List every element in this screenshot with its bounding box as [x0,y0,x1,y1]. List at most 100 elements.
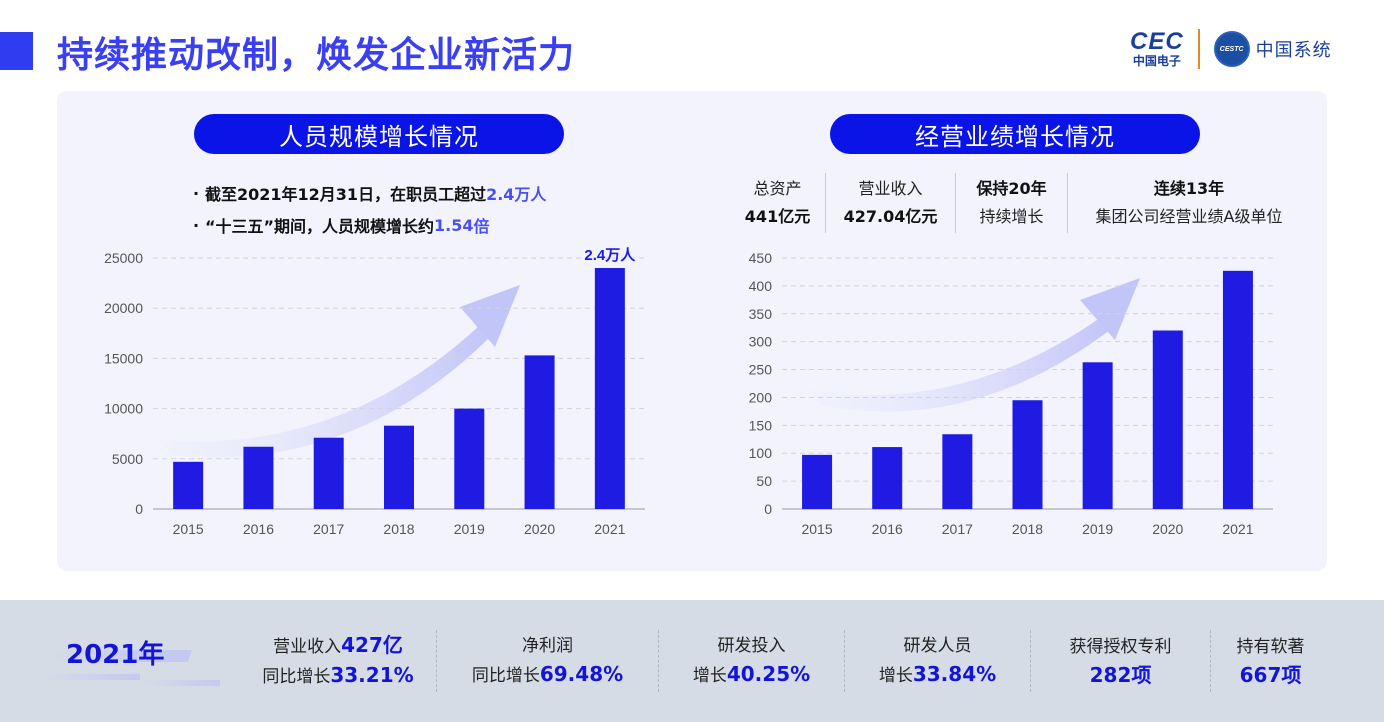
y-tick-label: 450 [749,250,773,266]
kpi-label: 增长 [692,666,727,686]
company-logo: CEC 中国电子 CESTC 中国系统 [1130,24,1332,74]
decorative-stripe [140,680,220,686]
cec-logo: CEC 中国电子 [1130,30,1184,69]
kpi-value: 282项 [1089,663,1152,687]
x-tick-label: 2021 [594,521,625,537]
kpi-software-copyrights: 持有软著 667项 [1210,630,1330,692]
bullet-highlight: 1.54 [434,215,474,235]
revenue-bar-chart: 0 50 100 150 200 250 300 350 400 450 2015 2016 2017 2… [749,250,1273,537]
x-tick-label: 2018 [383,521,414,537]
cestc-logo-name: 中国系统 [1255,40,1332,61]
stat-value: 427.04亿元 [843,207,938,226]
x-tick-label: 2021 [1222,521,1253,537]
bullet-dot-icon: · [193,183,200,203]
bullet-text: “十三五”期间，人员规模增长约 [205,217,435,236]
kpi-rd-staff: 研发人员 增长33.84% [844,630,1030,692]
bar-2017 [313,437,344,509]
kpi-revenue: 营业收入427亿 同比增长33.21% [240,630,436,692]
performance-stats: 总资产 441亿元 营业收入 427.04亿元 保持20年 持续增长 连续13年… [730,173,1310,233]
bar-2020 [524,355,555,509]
stat-label: 持续增长 [979,207,1044,226]
cestc-globe-icon: CESTC [1213,31,1250,67]
y-tick-label: 20000 [104,300,143,316]
x-tick-label: 2020 [1152,521,1183,537]
x-tick-label: 2018 [1012,521,1043,537]
x-tick-label: 2017 [942,521,973,537]
y-tick-label: 250 [749,362,773,378]
y-tick-label: 50 [756,473,772,489]
bar-2021 [594,268,625,509]
y-tick-label: 350 [749,306,773,322]
kpi-value: 40.25% [726,662,811,686]
bar-2016 [872,447,903,509]
kpi-line2: 同比增长33.21% [262,661,413,691]
trend-arrow-head-icon [1080,278,1140,340]
kpi-label: 研发人员 [903,636,972,656]
x-tick-label: 2017 [313,521,344,537]
kpi-label: 净利润 [522,636,573,656]
stat-value: 441亿元 [744,207,811,226]
stat-revenue: 营业收入 427.04亿元 [825,173,955,233]
cec-logo-subtitle: 中国电子 [1132,54,1181,68]
bar-2015 [802,454,833,509]
kpi-label: 获得授权专利 [1069,637,1172,657]
bullet-dot-icon: · [193,215,200,235]
x-tick-label: 2015 [801,521,832,537]
trend-arrow-body [810,318,1110,412]
year-label: 2021年 [66,640,165,670]
y-tick-label: 400 [749,278,773,294]
kpi-line2: 增长40.25% [693,660,810,690]
stat-value: 保持20年 [976,179,1047,198]
x-tick-label: 2019 [454,521,485,537]
y-tick-label: 300 [749,334,773,350]
decorative-stripe [40,674,140,680]
bar-2016 [243,446,274,509]
stat-label: 营业收入 [858,179,923,198]
bar-2018 [1012,400,1043,509]
stat-growth-years: 保持20年 持续增长 [955,173,1067,233]
bullet-text: 截至2021年12月31日，在职员工超过 [205,185,487,204]
x-tick-label: 2019 [1082,521,1113,537]
kpi-value: 427亿 [341,633,403,657]
cestc-logo-text: CESTC [1219,45,1244,53]
section-title-performance: 经营业绩增长情况 [830,114,1200,154]
bullet-suffix: 倍 [473,217,490,236]
x-tick-label: 2020 [524,521,555,537]
y-tick-label: 0 [764,501,772,517]
kpi-patents: 获得授权专利 282项 [1030,630,1210,692]
kpi-net-profit: 净利润 同比增长69.48% [436,630,658,692]
y-tick-label: 10000 [104,401,143,417]
bar-2017 [942,434,973,509]
data-label: 2.4万人 [584,247,636,264]
title-accent-mark [0,32,33,70]
staff-bullets: · 截至2021年12月31日，在职员工超过 2.4万人 · “十三五”期间，人… [193,177,546,241]
kpi-line2: 增长33.84% [879,660,996,690]
kpi-value: 69.48% [539,662,624,686]
stat-a-grade: 连续13年 集团公司经营业绩A级单位 [1067,173,1310,233]
y-tick-label: 100 [749,445,773,461]
bar-2019 [1082,362,1113,509]
bar-2021 [1222,270,1253,509]
y-tick-label: 150 [749,417,773,433]
footer-kpi-bar: 2021年 营业收入427亿 同比增长33.21% 净利润 同比增长69.48%… [0,600,1384,722]
staff-bar-chart: 0 5000 10000 15000 20000 25000 2015 2016 2017 201… [104,247,645,537]
trend-arrow-head-icon [460,285,520,347]
y-tick-label: 15000 [104,350,143,366]
x-tick-label: 2015 [173,521,204,537]
kpi-line1: 营业收入427亿 [273,631,403,661]
kpi-line2: 同比增长69.48% [472,660,623,690]
bullet-item: · 截至2021年12月31日，在职员工超过 2.4万人 [193,177,546,209]
kpi-value: 33.84% [912,662,997,686]
x-tick-label: 2016 [872,521,903,537]
x-tick-label: 2016 [243,521,274,537]
kpi-label: 持有软著 [1236,637,1305,657]
kpi-list: 营业收入427亿 同比增长33.21% 净利润 同比增长69.48% 研发投入 … [240,630,1330,692]
stat-total-assets: 总资产 441亿元 [730,173,825,233]
kpi-label: 研发投入 [717,636,786,656]
kpi-label: 增长 [878,666,913,686]
kpi-label: 营业收入 [273,637,342,657]
kpi-value: 33.21% [330,663,414,687]
section-title-staff: 人员规模增长情况 [194,114,564,154]
stat-value: 连续13年 [1153,179,1225,198]
stat-label: 集团公司经营业绩A级单位 [1095,207,1283,226]
